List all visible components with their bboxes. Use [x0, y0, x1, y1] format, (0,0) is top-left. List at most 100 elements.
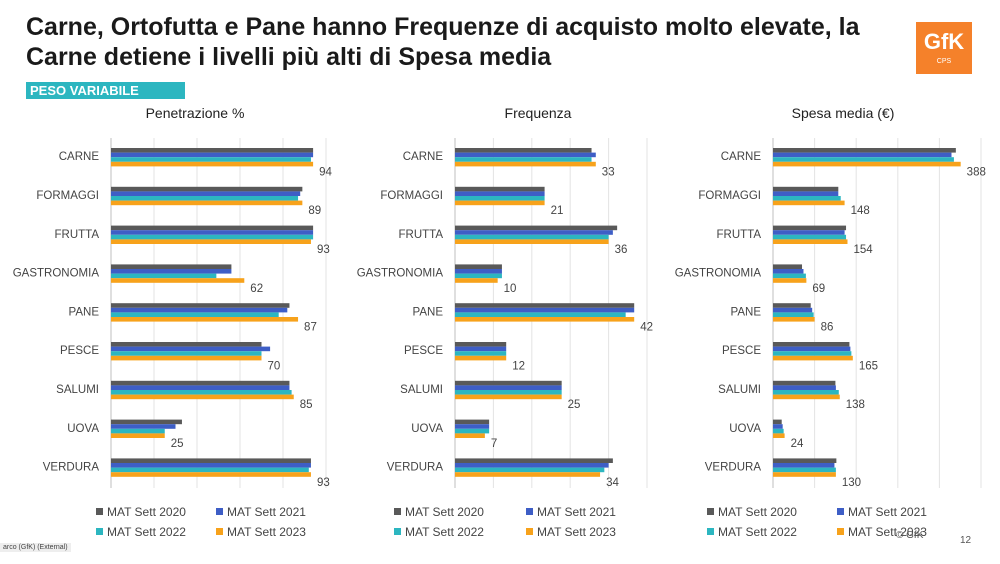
chart-spesa-media-svg: Spesa media (€) CARNE 388 FORMAGGI 148 FRUTTA… [675, 105, 986, 539]
category-label-carne: CARNE [721, 151, 762, 163]
bar-pesce-mat-sett-2023 [455, 355, 507, 361]
bar-formaggi-mat-sett-2021 [773, 191, 839, 196]
bar-carne-mat-sett-2020 [773, 148, 956, 153]
bar-salumi-mat-sett-2023 [111, 394, 294, 400]
legend-label-mat-sett-2020: MAT Sett 2020 [718, 505, 797, 519]
bar-pesce-mat-sett-2021 [773, 346, 851, 352]
bar-uova-mat-sett-2022 [111, 428, 165, 434]
category-label-formaggi: FORMAGGI [36, 190, 99, 202]
bar-pane-mat-sett-2023 [773, 317, 815, 322]
bar-carne-mat-sett-2021 [455, 152, 596, 158]
chart-penetrazione: Penetrazione % CARNE 94 FORMAGGI 89 FRUTTA 93 G… [0, 98, 340, 548]
bar-salumi-mat-sett-2023 [773, 394, 840, 400]
category-label-uova: UOVA [67, 423, 99, 435]
chart-frequenza: Frequenza CARNE 33 FORMAGGI 21 FRUTTA 36 GASTRO… [340, 98, 670, 548]
bar-pesce-mat-sett-2021 [455, 346, 507, 352]
category-label-pane: PANE [413, 306, 444, 318]
bar-verdura-mat-sett-2020 [111, 458, 311, 463]
bar-verdura-mat-sett-2021 [111, 463, 311, 468]
category-label-gastronomia: GASTRONOMIA [13, 268, 100, 280]
bar-gastronomia-mat-sett-2022 [455, 273, 502, 279]
bar-verdura-mat-sett-2022 [111, 467, 309, 473]
category-label-gastronomia: GASTRONOMIA [675, 268, 762, 280]
bar-frutta-mat-sett-2021 [773, 230, 845, 235]
category-label-frutta: FRUTTA [54, 229, 99, 241]
data-label-salumi: 85 [300, 399, 313, 411]
bar-pesce-mat-sett-2020 [111, 342, 262, 347]
bar-pesce-mat-sett-2020 [773, 342, 850, 347]
category-label-formaggi: FORMAGGI [698, 190, 761, 202]
chart-title: Frequenza [505, 105, 572, 121]
bar-pane-mat-sett-2021 [111, 307, 288, 313]
bar-carne-mat-sett-2021 [111, 152, 314, 158]
category-label-salumi: SALUMI [56, 384, 99, 396]
bar-uova-mat-sett-2023 [111, 433, 165, 438]
legend-label-mat-sett-2021: MAT Sett 2021 [227, 505, 306, 519]
footer-source: arco (GfK) (External) [0, 543, 71, 552]
data-label-formaggi: 148 [851, 205, 870, 217]
category-label-verdura: VERDURA [705, 462, 762, 474]
bar-uova-mat-sett-2022 [773, 428, 784, 434]
data-label-formaggi: 21 [551, 205, 564, 217]
data-label-carne: 388 [967, 166, 986, 178]
data-label-uova: 25 [171, 438, 184, 450]
bar-uova-mat-sett-2023 [773, 433, 785, 438]
bar-pane-mat-sett-2023 [455, 317, 635, 322]
category-label-gastronomia: GASTRONOMIA [357, 268, 444, 280]
legend-label-mat-sett-2020: MAT Sett 2020 [107, 505, 186, 519]
legend-swatch-mat-sett-2020 [394, 508, 401, 515]
bar-carne-mat-sett-2023 [773, 161, 961, 167]
bar-frutta-mat-sett-2022 [111, 234, 314, 240]
legend-swatch-mat-sett-2020 [96, 508, 103, 515]
bar-gastronomia-mat-sett-2023 [773, 278, 807, 283]
legend-swatch-mat-sett-2022 [96, 528, 103, 535]
category-label-pane: PANE [731, 306, 762, 318]
data-label-gastronomia: 10 [504, 283, 517, 295]
category-label-pesce: PESCE [722, 345, 761, 357]
bar-salumi-mat-sett-2021 [773, 385, 836, 390]
bar-frutta-mat-sett-2021 [455, 230, 613, 235]
data-label-verdura: 93 [317, 477, 330, 489]
legend-swatch-mat-sett-2023 [526, 528, 533, 535]
data-label-salumi: 138 [846, 399, 865, 411]
bar-frutta-mat-sett-2023 [111, 239, 311, 244]
data-label-verdura: 34 [606, 477, 619, 489]
bar-formaggi-mat-sett-2022 [455, 196, 545, 201]
bar-gastronomia-mat-sett-2020 [773, 264, 803, 269]
bar-salumi-mat-sett-2023 [455, 394, 562, 400]
bar-pane-mat-sett-2020 [455, 303, 635, 308]
data-label-uova: 24 [791, 438, 804, 450]
bar-pane-mat-sett-2020 [111, 303, 290, 308]
logo-main-text: GfK [923, 29, 965, 54]
category-label-verdura: VERDURA [43, 462, 100, 474]
category-label-pesce: PESCE [60, 345, 99, 357]
data-label-pane: 42 [640, 322, 653, 334]
data-label-pane: 86 [821, 322, 834, 334]
bar-uova-mat-sett-2020 [455, 419, 490, 425]
data-label-pesce: 12 [512, 360, 525, 372]
bar-uova-mat-sett-2021 [773, 424, 783, 429]
copyright-text: © GfK [896, 530, 924, 541]
bar-formaggi-mat-sett-2023 [773, 200, 845, 206]
gfk-logo: GfK CPS [916, 22, 972, 74]
data-label-pane: 87 [304, 322, 317, 334]
bar-frutta-mat-sett-2021 [111, 230, 314, 235]
legend-swatch-mat-sett-2022 [394, 528, 401, 535]
category-label-formaggi: FORMAGGI [380, 190, 443, 202]
bar-formaggi-mat-sett-2022 [773, 196, 841, 201]
bar-carne-mat-sett-2020 [455, 148, 592, 153]
category-label-carne: CARNE [403, 151, 444, 163]
chart-title: Penetrazione % [146, 105, 245, 121]
bar-verdura-mat-sett-2023 [111, 472, 311, 477]
legend-label-mat-sett-2022: MAT Sett 2022 [405, 525, 484, 539]
category-label-salumi: SALUMI [718, 384, 761, 396]
bar-uova-mat-sett-2022 [455, 428, 490, 434]
bar-formaggi-mat-sett-2021 [111, 191, 301, 196]
category-label-pane: PANE [69, 306, 100, 318]
legend-swatch-mat-sett-2021 [837, 508, 844, 515]
bar-pane-mat-sett-2022 [111, 312, 279, 317]
data-label-gastronomia: 69 [812, 283, 825, 295]
bar-frutta-mat-sett-2023 [455, 239, 609, 244]
data-label-formaggi: 89 [308, 205, 321, 217]
chart-spesa-media: Spesa media (€) CARNE 388 FORMAGGI 148 FRUTTA… [665, 98, 1000, 548]
